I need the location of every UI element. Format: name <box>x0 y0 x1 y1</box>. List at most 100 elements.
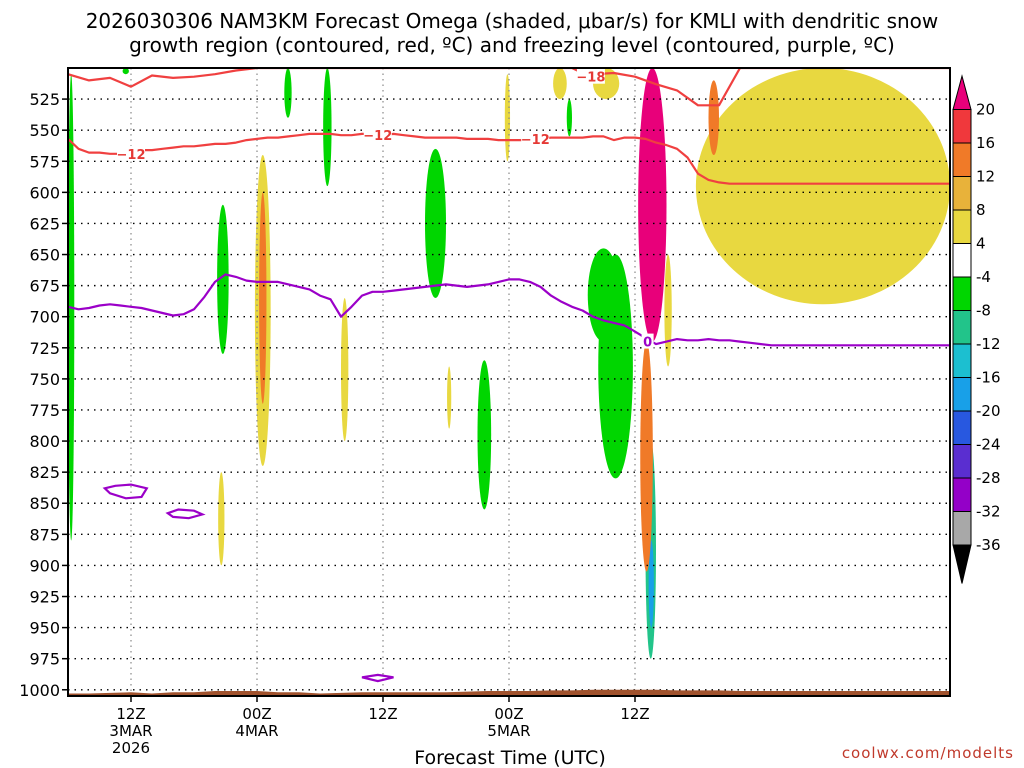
colorbar-bin-2 <box>952 142 972 177</box>
closed-contour-0 <box>102 483 149 500</box>
colorbar-label-6: -8 <box>976 302 991 320</box>
x-tick-label-3-0: 00Z <box>494 705 523 723</box>
contour-label-1: −12 <box>117 148 146 163</box>
omega-region-3 <box>323 68 332 187</box>
x-tick-label-1-0: 00Z <box>242 705 271 723</box>
contour-line-2 <box>68 273 950 347</box>
contour-label-2: −12 <box>363 129 392 144</box>
y-tick-label-3: 600 <box>29 183 60 202</box>
colorbar-label-1: 16 <box>976 134 995 152</box>
omega-region-4 <box>217 204 229 355</box>
colorbar-label-3: 8 <box>976 201 986 219</box>
contour-line-0 <box>68 68 950 107</box>
colorbar-bin-5 <box>952 243 972 278</box>
colorbar-label-9: -20 <box>976 402 1001 420</box>
omega-region-15 <box>218 472 225 566</box>
y-tick-label-10: 775 <box>29 401 60 420</box>
colorbar-label-4: 4 <box>976 235 986 253</box>
colorbar-label-0: 20 <box>976 101 995 119</box>
colorbar: 20 16 12 8 4 -4 -8 -12 -16 -20 -24 -28 -32 -36 <box>952 74 1001 584</box>
omega-region-24 <box>640 341 653 572</box>
omega-region-23 <box>638 68 667 342</box>
colorbar-bin-1 <box>952 109 972 144</box>
colorbar-bin-10 <box>952 410 972 445</box>
contour-label-bg-0 <box>576 68 605 84</box>
omega-region-18 <box>553 68 567 100</box>
y-tick-label-9: 750 <box>29 370 60 389</box>
terrain-fill <box>68 689 950 696</box>
omega-region-5 <box>425 148 446 299</box>
colorbar-bin-8 <box>952 343 972 378</box>
contour-label-3: −12 <box>521 133 550 148</box>
x-tick-label-3-1: 5MAR <box>487 722 530 740</box>
omega-region-20 <box>664 254 672 367</box>
y-tick-label-2: 575 <box>29 152 60 171</box>
y-tick-label-11: 800 <box>29 432 60 451</box>
omega-region-11 <box>648 540 654 628</box>
colorbar-bottom-arrow <box>952 544 972 584</box>
x-tick-label-1-1: 4MAR <box>235 722 278 740</box>
x-tick-label-0-1: 3MAR <box>109 722 152 740</box>
colorbar-label-13: -36 <box>976 536 1001 554</box>
contour-label-bg-4 <box>641 333 654 349</box>
contour-label-4: 0 <box>643 336 652 351</box>
contour-line-1 <box>68 132 950 185</box>
y-tick-label-5: 650 <box>29 246 60 265</box>
contour-layer: −18 −12 −12 −12 0 <box>68 68 950 683</box>
y-tick-label-4: 625 <box>29 214 60 233</box>
omega-region-16 <box>447 366 452 429</box>
contour-label-bg-3 <box>521 130 550 146</box>
colorbar-label-12: -32 <box>976 503 1001 521</box>
y-tick-label-8: 725 <box>29 339 60 358</box>
x-tick-label-0-0: 12Z <box>116 705 145 723</box>
colorbar-label-7: -12 <box>976 335 1001 353</box>
y-tick-label-0: 525 <box>29 90 60 109</box>
closed-contour-2 <box>361 673 394 683</box>
omega-region-2 <box>284 68 292 118</box>
y-tick-label-17: 950 <box>29 619 60 638</box>
contour-label-bg-1 <box>117 145 145 161</box>
omega-shading-layer <box>68 68 950 659</box>
omega-region-1 <box>122 68 129 75</box>
y-tick-label-13: 850 <box>29 494 60 513</box>
colorbar-label-8: -16 <box>976 369 1001 387</box>
x-tick-label-2-0: 12Z <box>368 705 397 723</box>
x-tick-label-0-2: 2026 <box>112 739 150 757</box>
colorbar-bin-12 <box>952 477 972 512</box>
colorbar-label-10: -24 <box>976 436 1001 454</box>
chart-title-line-1: 2026030306 NAM3KM Forecast Omega (shaded… <box>86 9 939 33</box>
contour-label-0: −18 <box>576 71 605 86</box>
omega-region-9 <box>598 254 633 479</box>
colorbar-label-11: -28 <box>976 469 1001 487</box>
y-tick-label-19: 1000 <box>19 681 60 700</box>
chart-title-line-2: growth region (contoured, red, ºC) and f… <box>129 33 895 57</box>
colorbar-bin-13 <box>952 511 972 546</box>
x-axis-title: Forecast Time (UTC) <box>414 747 605 768</box>
y-tick-label-14: 875 <box>29 525 60 544</box>
omega-region-22 <box>708 80 719 156</box>
omega-region-7 <box>566 99 572 137</box>
omega-region-14 <box>341 298 349 442</box>
y-tick-label-7: 700 <box>29 308 60 327</box>
y-tick-label-12: 825 <box>29 463 60 482</box>
omega-region-6 <box>477 360 492 510</box>
terrain-layer <box>68 689 950 696</box>
colorbar-bin-3 <box>952 176 972 211</box>
closed-contour-1 <box>165 508 206 520</box>
colorbar-bin-9 <box>952 377 972 412</box>
contour-label-bg-2 <box>363 127 392 143</box>
y-tick-label-1: 550 <box>29 121 60 140</box>
y-tick-label-15: 900 <box>29 556 60 575</box>
y-tick-label-16: 925 <box>29 588 60 607</box>
colorbar-bin-6 <box>952 276 972 311</box>
colorbar-label-5: -4 <box>976 268 991 286</box>
colorbar-top-arrow <box>952 74 972 110</box>
grid-layer <box>68 68 950 696</box>
omega-region-13 <box>259 192 267 404</box>
colorbar-bin-11 <box>952 444 972 479</box>
colorbar-bin-4 <box>952 209 972 244</box>
colorbar-bin-7 <box>952 310 972 345</box>
y-axis-ticks: 525 550 575 600 625 650 675 700 725 750 775 800 825 8… <box>19 90 68 700</box>
